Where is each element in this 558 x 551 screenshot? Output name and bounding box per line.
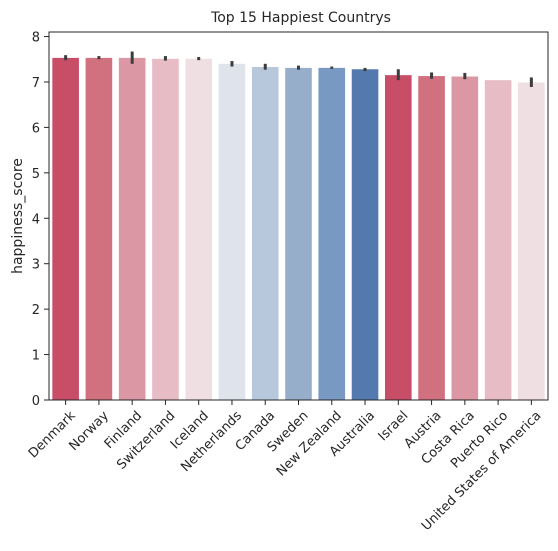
x-ticks-layer: DenmarkNorwayFinlandSwitzerlandIcelandNe… (26, 400, 544, 534)
y-tick-label: 3 (32, 258, 40, 273)
x-tick-label: Denmark (26, 408, 79, 461)
y-ticks-layer: 0 1 2 3 4 5 6 7 8 (32, 31, 49, 409)
bar-united-states-of-america (518, 82, 545, 400)
y-tick-label: 0 (32, 394, 40, 409)
bar-netherlands (218, 63, 246, 401)
y-tick-label: 8 (32, 31, 40, 46)
bar-norway (85, 57, 113, 400)
bar-finland (118, 57, 146, 400)
y-tick-label: 5 (32, 167, 40, 182)
y-tick-label: 1 (32, 349, 40, 364)
chart-title: Top 15 Happiest Countrys (210, 10, 391, 26)
y-tick-label: 7 (32, 76, 40, 91)
bars-layer (52, 57, 545, 401)
y-tick-label: 4 (32, 212, 40, 227)
y-tick-label: 2 (32, 303, 40, 318)
bar-australia (351, 69, 379, 400)
bar-israel (384, 75, 412, 400)
bar-costa-rica (451, 76, 479, 400)
y-axis-label: happiness_score (10, 158, 26, 274)
bar-denmark (52, 57, 79, 400)
bar-puerto-rico (484, 80, 512, 401)
bar-new-zealand (318, 67, 346, 400)
bar-canada (251, 66, 279, 400)
y-tick-label: 6 (32, 121, 40, 136)
bar-sweden (285, 67, 312, 400)
bar-austria (418, 76, 445, 400)
bar-switzerland (152, 58, 179, 401)
errorbars-layer (64, 51, 533, 87)
bar-iceland (185, 58, 213, 401)
